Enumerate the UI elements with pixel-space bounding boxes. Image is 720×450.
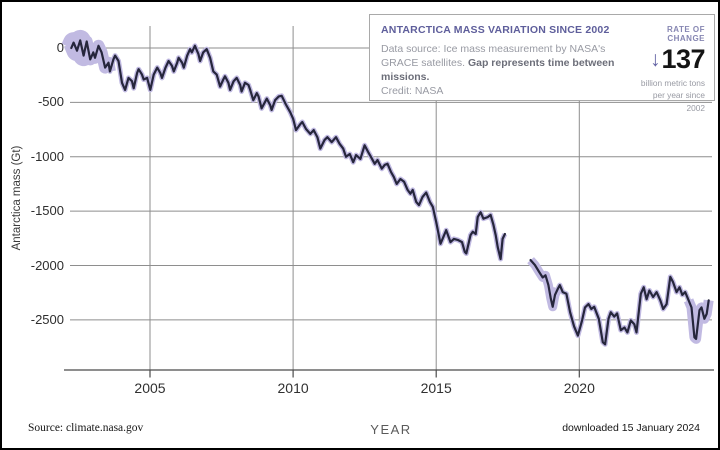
chart-title: ANTARCTICA MASS VARIATION SINCE 2002	[381, 24, 610, 36]
rate-unit-line2: per year since 2002	[652, 90, 705, 113]
data-source-note: Data source: Ice mass measurement by NAS…	[381, 42, 633, 98]
x-tick-label: 2015	[420, 380, 452, 396]
mass-line	[70, 39, 506, 261]
x-tick-label: 2010	[277, 380, 309, 396]
y-tick-label: 0	[56, 40, 64, 55]
rate-of-change-panel: RATE OF CHANGE ↓ 137 billion metric tons…	[633, 23, 706, 113]
rate-unit-line1: billion metric tons	[640, 78, 705, 88]
y-tick-label: -1000	[30, 148, 64, 164]
x-tick-label: 2005	[134, 380, 166, 396]
gap-note: Gap represents time between missions.	[381, 57, 615, 84]
info-box: ANTARCTICA MASS VARIATION SINCE 2002 Dat…	[369, 14, 715, 113]
rate-of-change-value: 137	[661, 44, 705, 74]
mass-line	[529, 259, 710, 346]
rate-of-change-value-row: ↓ 137	[633, 44, 706, 74]
down-arrow-icon: ↓	[649, 48, 661, 71]
y-tick-label: -2000	[30, 257, 64, 273]
x-axis-title: YEAR	[370, 422, 412, 437]
source-credit: Source: climate.nasa.gov	[28, 422, 144, 434]
download-date: downloaded 15 January 2024	[562, 422, 700, 434]
data-source-text: Data source: Ice mass measurement by NAS…	[381, 43, 606, 70]
y-tick-label: -500	[37, 94, 64, 110]
info-box-text-column: ANTARCTICA MASS VARIATION SINCE 2002 Dat…	[381, 23, 633, 97]
x-tick-label: 2020	[563, 380, 595, 396]
y-tick-label: -2500	[30, 311, 64, 327]
y-tick-label: -1500	[30, 203, 64, 219]
credit-text: Credit: NASA	[381, 85, 444, 98]
rate-of-change-label: RATE OF CHANGE	[666, 25, 705, 43]
